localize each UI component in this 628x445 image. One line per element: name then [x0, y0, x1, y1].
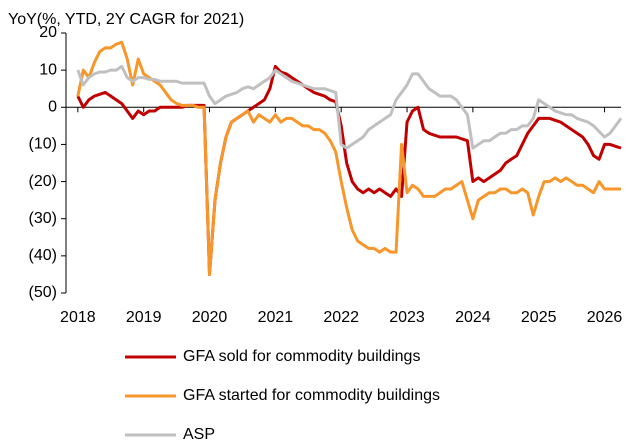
y-tick-label: (10): [29, 136, 57, 153]
y-tick-label: 20: [39, 24, 57, 41]
y-tick-label: 0: [48, 99, 57, 116]
x-tick-label: 2021: [258, 309, 294, 326]
x-tick-label: 2018: [60, 309, 96, 326]
series-line: [76, 64, 622, 276]
x-tick-label: 2024: [455, 309, 491, 326]
x-tick-label: 2020: [192, 309, 228, 326]
y-tick-label: (40): [29, 247, 57, 264]
legend-label: ASP: [183, 426, 215, 443]
x-tick-label: 2023: [389, 309, 425, 326]
y-tick-label: (20): [29, 173, 57, 190]
series-line: [76, 64, 623, 150]
x-tick-label: 2025: [521, 309, 557, 326]
y-tick-label: (50): [29, 284, 57, 301]
legend-label: GFA sold for commodity buildings: [183, 348, 420, 365]
x-tick-label: 2019: [126, 309, 162, 326]
y-tick-label: 10: [39, 61, 57, 78]
x-tick-label: 2022: [323, 309, 359, 326]
y-tick-label: (30): [29, 210, 57, 227]
series-line: [76, 40, 621, 276]
chart-title: YoY(%, YTD, 2Y CAGR for 2021): [8, 11, 244, 28]
x-tick-label: 2026: [587, 309, 623, 326]
legend-label: GFA started for commodity buildings: [183, 387, 440, 404]
